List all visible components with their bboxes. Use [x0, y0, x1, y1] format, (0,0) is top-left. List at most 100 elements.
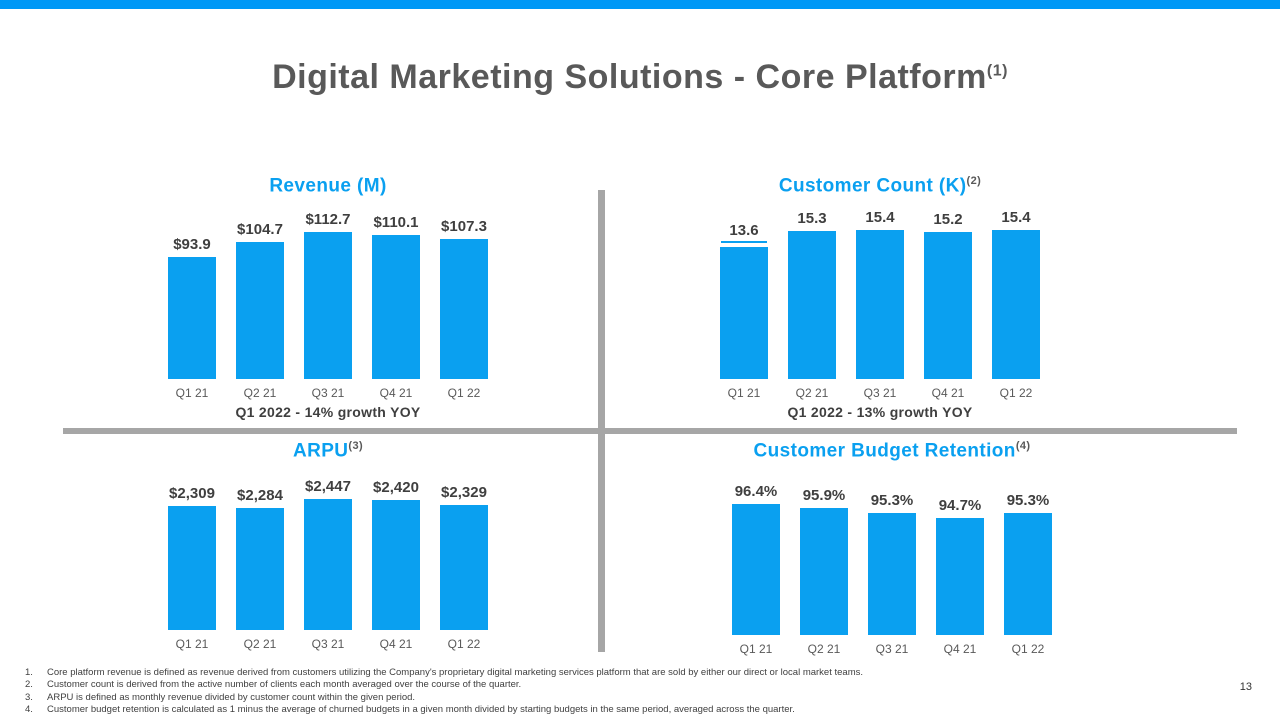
- growth-subtitle: Q1 2022 - 13% growth YOY: [787, 404, 973, 421]
- bar: [800, 508, 848, 636]
- bar: [372, 500, 420, 631]
- slide-title-text: Digital Marketing Solutions - Core Platf…: [272, 58, 987, 96]
- bar: [168, 257, 216, 380]
- vertical-divider: [598, 190, 605, 652]
- bar: [372, 235, 420, 380]
- footnote-number: 4.: [25, 704, 33, 716]
- bar-group: $107.3: [440, 218, 488, 380]
- chart-title-footnote-ref: (3): [348, 440, 364, 452]
- horizontal-divider: [63, 428, 1237, 434]
- footnote-text: Customer count is derived from the activ…: [47, 679, 522, 691]
- slide-title-footnote-ref: (1): [986, 62, 1008, 80]
- bar: [440, 505, 488, 631]
- bar: [304, 499, 352, 631]
- bar: [440, 239, 488, 380]
- bar: [168, 506, 216, 631]
- axis-label: Q3 21: [863, 386, 897, 401]
- axis-label: Q1 22: [447, 637, 481, 652]
- axis-label: Q1 21: [175, 637, 209, 652]
- bar-value-label: 15.3: [797, 210, 827, 228]
- bar: [856, 230, 904, 380]
- chart-title: Revenue (M): [158, 168, 498, 199]
- bar-group: 15.4: [992, 209, 1040, 380]
- chart-title-text: Customer Count (K): [778, 175, 967, 197]
- footnote-number: 3.: [25, 691, 33, 703]
- axis-label: Q1 21: [175, 386, 209, 401]
- axis-label: Q4 21: [379, 386, 413, 401]
- axis-label: Q1 22: [447, 386, 481, 401]
- chart-title: ARPU(3): [158, 433, 498, 464]
- arpu-chart: ARPU(3) $2,309 $2,284 $2,447 $2,420 $2,3…: [158, 433, 498, 651]
- axis-label: Q4 21: [379, 637, 413, 652]
- bar-value-label: $112.7: [305, 211, 351, 229]
- chart-title-footnote-ref: (2): [966, 175, 982, 187]
- bar: [868, 513, 916, 636]
- bar-group: $2,447: [304, 478, 352, 631]
- x-axis: Q1 21 Q2 21 Q3 21 Q4 21 Q1 22: [722, 635, 1062, 656]
- bar-value-label: $2,329: [441, 484, 487, 502]
- axis-label: Q2 21: [795, 386, 829, 401]
- bar: [236, 508, 284, 631]
- bar-value-label: 13.6: [721, 222, 767, 244]
- footnote-number: 1.: [25, 667, 33, 678]
- bar-value-label: $2,447: [305, 478, 351, 496]
- footnote: 3. ARPU is defined as monthly revenue di…: [25, 692, 1215, 704]
- x-axis: Q1 21 Q2 21 Q3 21 Q4 21 Q1 22: [158, 630, 498, 651]
- bar-group: 15.2: [924, 211, 972, 380]
- bar-value-label: 95.3%: [1006, 492, 1050, 510]
- axis-label: Q3 21: [875, 642, 909, 657]
- chart-title: Customer Count (K)(2): [710, 168, 1050, 199]
- bar-group: $104.7: [236, 221, 284, 380]
- bar-group: $2,284: [236, 487, 284, 631]
- axis-label: Q4 21: [931, 386, 965, 401]
- footnote-text: Core platform revenue is defined as reve…: [47, 667, 864, 678]
- footnote: 1. Core platform revenue is defined as r…: [25, 667, 1215, 679]
- chart-title-text: Revenue (M): [269, 175, 387, 197]
- bar-value-label: $107.3: [441, 218, 487, 236]
- bar-group: 95.3%: [868, 492, 916, 636]
- bar-group: 15.4: [856, 209, 904, 380]
- bar-value-label: 95.9%: [802, 487, 846, 505]
- bar: [788, 231, 836, 380]
- bar-group: $2,309: [168, 485, 216, 631]
- bar-value-label: 15.2: [933, 211, 963, 229]
- bar-group: 95.3%: [1004, 492, 1052, 636]
- bar-value-label: $2,284: [237, 487, 283, 505]
- bar-value-label: 95.3%: [870, 492, 914, 510]
- footnote-text: ARPU is defined as monthly revenue divid…: [47, 691, 416, 703]
- bar-plot-area: $93.9 $104.7 $112.7 $110.1 $107.3: [158, 199, 498, 380]
- chart-title-text: ARPU: [292, 440, 349, 462]
- chart-title-text: Customer Budget Retention: [753, 440, 1016, 462]
- x-axis: Q1 21 Q2 21 Q3 21 Q4 21 Q1 22: [710, 379, 1050, 400]
- bar: [720, 247, 768, 380]
- budget-retention-chart: Customer Budget Retention(4) 96.4% 95.9%…: [722, 433, 1062, 656]
- bar: [936, 518, 984, 636]
- bar-value-label: 94.7%: [938, 497, 982, 515]
- bar-group: 96.4%: [732, 483, 780, 636]
- bar-group: $110.1: [372, 214, 420, 380]
- bar-value-label: 15.4: [865, 209, 895, 227]
- bar-plot-area: 13.6 15.3 15.4 15.2 15.4: [710, 199, 1050, 380]
- bar-value-label: $110.1: [373, 214, 419, 232]
- x-axis: Q1 21 Q2 21 Q3 21 Q4 21 Q1 22: [158, 379, 498, 400]
- bar-group: 95.9%: [800, 487, 848, 636]
- axis-label: Q4 21: [943, 642, 977, 657]
- bar: [732, 504, 780, 636]
- top-accent-bar: [0, 0, 1280, 9]
- bar-group: $2,329: [440, 484, 488, 631]
- bar: [304, 232, 352, 380]
- chart-title-footnote-ref: (4): [1015, 440, 1031, 452]
- bar-group: 13.6: [720, 222, 768, 380]
- bar-group: 94.7%: [936, 497, 984, 636]
- bar: [1004, 513, 1052, 636]
- axis-label: Q2 21: [243, 386, 277, 401]
- footnotes: 1. Core platform revenue is defined as r…: [25, 667, 1215, 717]
- slide-title: Digital Marketing Solutions - Core Platf…: [0, 58, 1280, 97]
- bar-value-label: $2,420: [373, 479, 419, 497]
- bar-value-label: $2,309: [169, 485, 215, 503]
- bar: [924, 232, 972, 380]
- bar-group: $93.9: [168, 236, 216, 380]
- bar-group: $2,420: [372, 479, 420, 631]
- footnote-number: 2.: [25, 679, 33, 691]
